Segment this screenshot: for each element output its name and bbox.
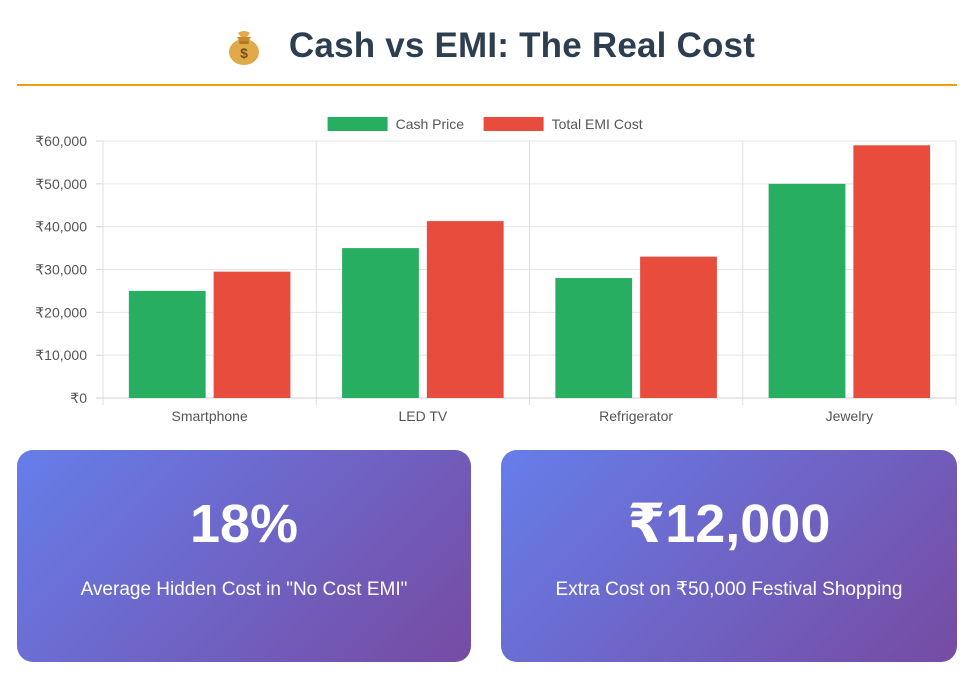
legend-swatch	[483, 117, 544, 131]
bar-cash-led-tv	[342, 248, 419, 398]
stat-value: ₹12,000	[627, 494, 831, 554]
money-bag-icon: $	[225, 26, 263, 66]
bar-chart: Cash Price Total EMI Cost ₹0 ₹10,000 ₹20,000…	[35, 116, 957, 424]
bar-emi-refrigerator	[640, 256, 717, 398]
y-tick-label: ₹60,000	[35, 133, 87, 149]
y-tick-label: ₹30,000	[35, 262, 87, 278]
y-tick-label: ₹40,000	[35, 219, 87, 235]
legend-label: Total EMI Cost	[552, 116, 643, 132]
chart-area: Cash Price Total EMI Cost ₹0 ₹10,000 ₹20,000…	[0, 100, 980, 440]
x-tick-label: Refrigerator	[599, 408, 673, 424]
stat-label: Extra Cost on ₹50,000 Festival Shopping	[555, 579, 903, 600]
bar-emi-jewelry	[853, 145, 931, 398]
y-tick-label: ₹10,000	[35, 347, 87, 363]
title-divider	[17, 84, 957, 86]
legend-label: Cash Price	[396, 116, 465, 132]
title-row: $ Cash vs EMI: The Real Cost	[0, 26, 980, 66]
x-tick-label: Smartphone	[171, 408, 247, 424]
y-tick-label: ₹0	[70, 390, 87, 406]
bar-cash-refrigerator	[555, 278, 633, 398]
page-title: Cash vs EMI: The Real Cost	[288, 26, 756, 65]
stats-row: 18% Average Hidden Cost in "No Cost EMI"…	[0, 450, 980, 665]
bar-emi-led-tv	[426, 221, 504, 398]
stat-value: 18%	[189, 494, 299, 554]
bar-emi-smartphone	[213, 271, 291, 398]
y-tick-label: ₹20,000	[35, 304, 87, 320]
stat-card-hidden-cost: 18% Average Hidden Cost in "No Cost EMI"	[17, 450, 471, 662]
stat-card-extra-cost: ₹12,000 Extra Cost on ₹50,000 Festival S…	[501, 450, 957, 662]
y-tick-label: ₹50,000	[35, 176, 87, 192]
x-tick-label: Jewelry	[826, 408, 873, 424]
x-tick-label: LED TV	[398, 408, 447, 424]
bar-cash-jewelry	[768, 183, 846, 398]
header: $ Cash vs EMI: The Real Cost	[0, 0, 980, 86]
bar-cash-smartphone	[128, 290, 206, 398]
stat-label: Average Hidden Cost in "No Cost EMI"	[80, 579, 408, 600]
legend-swatch	[327, 117, 388, 131]
svg-text:$: $	[240, 45, 248, 61]
